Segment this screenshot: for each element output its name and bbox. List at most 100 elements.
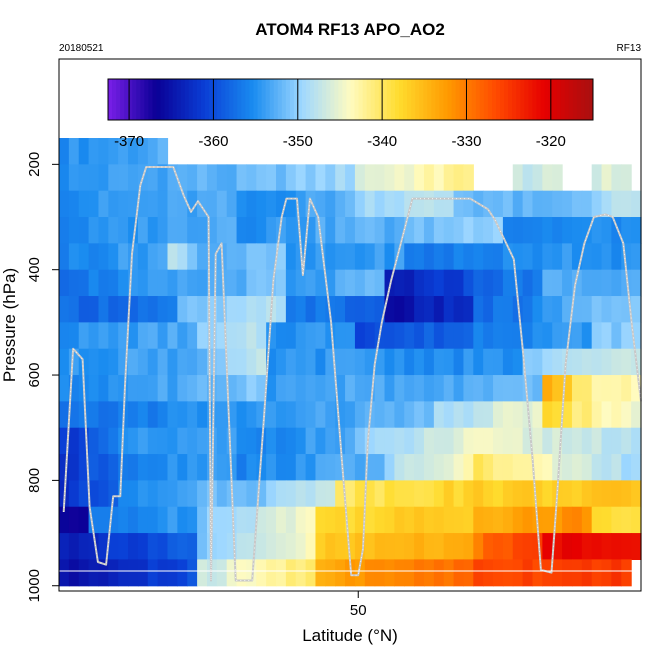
heatmap-cell	[354, 322, 366, 350]
heatmap-cell	[571, 480, 583, 508]
heatmap-cell	[374, 506, 386, 534]
heatmap-cell	[562, 427, 573, 455]
heatmap-cell	[631, 296, 642, 323]
heatmap-cell	[493, 243, 504, 271]
colorbar-swatch	[168, 79, 174, 120]
heatmap-cell	[423, 269, 435, 297]
heatmap-cell	[276, 243, 287, 271]
heatmap-cell	[414, 506, 425, 534]
colorbar-swatch	[265, 79, 271, 120]
heatmap-cell	[98, 190, 109, 218]
heatmap-cell	[611, 454, 622, 481]
heatmap-cell	[325, 533, 336, 560]
heatmap-cell	[601, 296, 612, 323]
heatmap-cell	[571, 559, 583, 587]
heatmap-cell	[611, 322, 622, 350]
heatmap-cell	[177, 401, 188, 429]
heatmap-cell	[532, 427, 543, 455]
heatmap-cell	[128, 454, 139, 481]
heatmap-cell	[157, 217, 169, 244]
heatmap-cell	[226, 164, 238, 192]
colorbar-swatch	[374, 79, 380, 120]
colorbar-tick-label: -340	[367, 133, 397, 150]
heatmap-cell	[226, 296, 238, 323]
heatmap-cell	[216, 427, 228, 455]
heatmap-cell	[137, 243, 149, 271]
heatmap-cell	[88, 348, 100, 376]
heatmap-cell	[493, 348, 504, 376]
heatmap-cell	[177, 269, 188, 297]
colorbar-swatch	[310, 79, 315, 120]
heatmap-cell	[147, 322, 159, 350]
heatmap-cell	[522, 296, 534, 323]
heatmap-cell	[522, 506, 534, 534]
colorbar-swatch	[225, 79, 230, 120]
colorbar-swatch	[496, 79, 501, 120]
heatmap-cell	[305, 480, 317, 508]
heatmap-cell	[345, 164, 356, 192]
heatmap-cell	[404, 269, 415, 297]
heatmap-cell	[542, 190, 553, 218]
heatmap-cell	[216, 454, 228, 481]
heatmap-cell	[601, 401, 612, 429]
heatmap-cell	[374, 401, 386, 429]
heatmap-cell	[364, 480, 376, 508]
heatmap-cell	[108, 375, 119, 402]
colorbar-swatch	[568, 79, 574, 120]
heatmap-cell	[197, 427, 208, 455]
heatmap-cell	[611, 217, 622, 244]
heatmap-cell	[571, 322, 583, 350]
heatmap-cell	[423, 243, 435, 271]
heatmap-cell	[246, 454, 257, 481]
heatmap-cell	[246, 296, 257, 323]
heatmap-cell	[522, 348, 534, 376]
heatmap-cell	[621, 348, 632, 376]
heatmap-cell	[236, 559, 248, 587]
heatmap-cell	[147, 269, 159, 297]
heatmap-cell	[98, 533, 109, 560]
heatmap-cell	[246, 269, 257, 297]
heatmap-cell	[285, 375, 297, 402]
heatmap-cell	[108, 559, 119, 587]
heatmap-cell	[364, 217, 376, 244]
heatmap-cell	[483, 348, 494, 376]
heatmap-cell	[631, 506, 642, 534]
heatmap-cell	[611, 533, 622, 560]
heatmap-cell	[118, 164, 129, 192]
heatmap-cell	[128, 322, 139, 350]
heatmap-cell	[345, 348, 356, 376]
heatmap-cell	[502, 190, 514, 218]
colorbar-swatch	[544, 79, 550, 120]
heatmap-cell	[532, 480, 543, 508]
colorbar-swatch	[108, 79, 113, 120]
colorbar-swatch	[152, 79, 157, 120]
heatmap-cell	[591, 375, 603, 402]
colorbar-swatch	[334, 79, 339, 120]
heatmap-cell	[157, 375, 169, 402]
heatmap-cell	[78, 138, 90, 165]
heatmap-cell	[453, 217, 465, 244]
heatmap-cell	[108, 164, 119, 192]
heatmap-cell	[611, 401, 622, 429]
heatmap-cell	[128, 348, 139, 376]
heatmap-cell	[88, 138, 100, 165]
heatmap-cell	[285, 243, 297, 271]
heatmap-cell	[374, 480, 386, 508]
heatmap-cell	[433, 375, 445, 402]
heatmap-cell	[433, 480, 445, 508]
heatmap-cell	[522, 454, 534, 481]
colorbar-swatch	[415, 79, 420, 120]
heatmap-cell	[591, 190, 603, 218]
colorbar-swatch	[136, 79, 141, 120]
heatmap-cell	[423, 217, 435, 244]
y-axis-tick-label: 1000	[26, 569, 43, 602]
heatmap-cell	[473, 454, 484, 481]
colorbar-swatch	[237, 79, 242, 120]
heatmap-cell	[216, 375, 228, 402]
heatmap-cell	[542, 269, 553, 297]
heatmap-cell	[108, 138, 119, 165]
heatmap-cell	[374, 348, 386, 376]
heatmap-cell	[68, 243, 80, 271]
chart-flight-label: RF13	[617, 43, 642, 54]
heatmap-cell	[147, 138, 159, 165]
